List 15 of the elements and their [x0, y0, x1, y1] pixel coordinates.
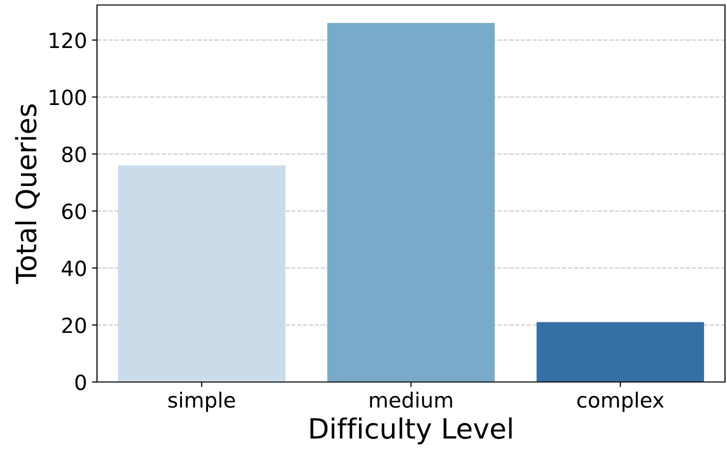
y-tick-label: 20 — [62, 317, 86, 334]
x-tick-label: complex — [577, 392, 664, 412]
y-tick-label: 100 — [50, 89, 86, 106]
bar — [327, 22, 495, 382]
x-axis-title: Difficulty Level — [310, 417, 512, 444]
y-tick-label: 80 — [62, 146, 86, 162]
x-tick-label: medium — [370, 392, 452, 408]
y-tick-label: 120 — [50, 32, 86, 48]
bar — [536, 322, 704, 382]
y-tick-label: 0 — [75, 374, 86, 390]
bar — [118, 165, 286, 382]
y-tick-label: 40 — [62, 260, 86, 276]
x-tick-label: simple — [168, 392, 235, 412]
y-axis-title: Total Queries — [15, 104, 40, 284]
y-tick-label: 60 — [62, 203, 86, 220]
